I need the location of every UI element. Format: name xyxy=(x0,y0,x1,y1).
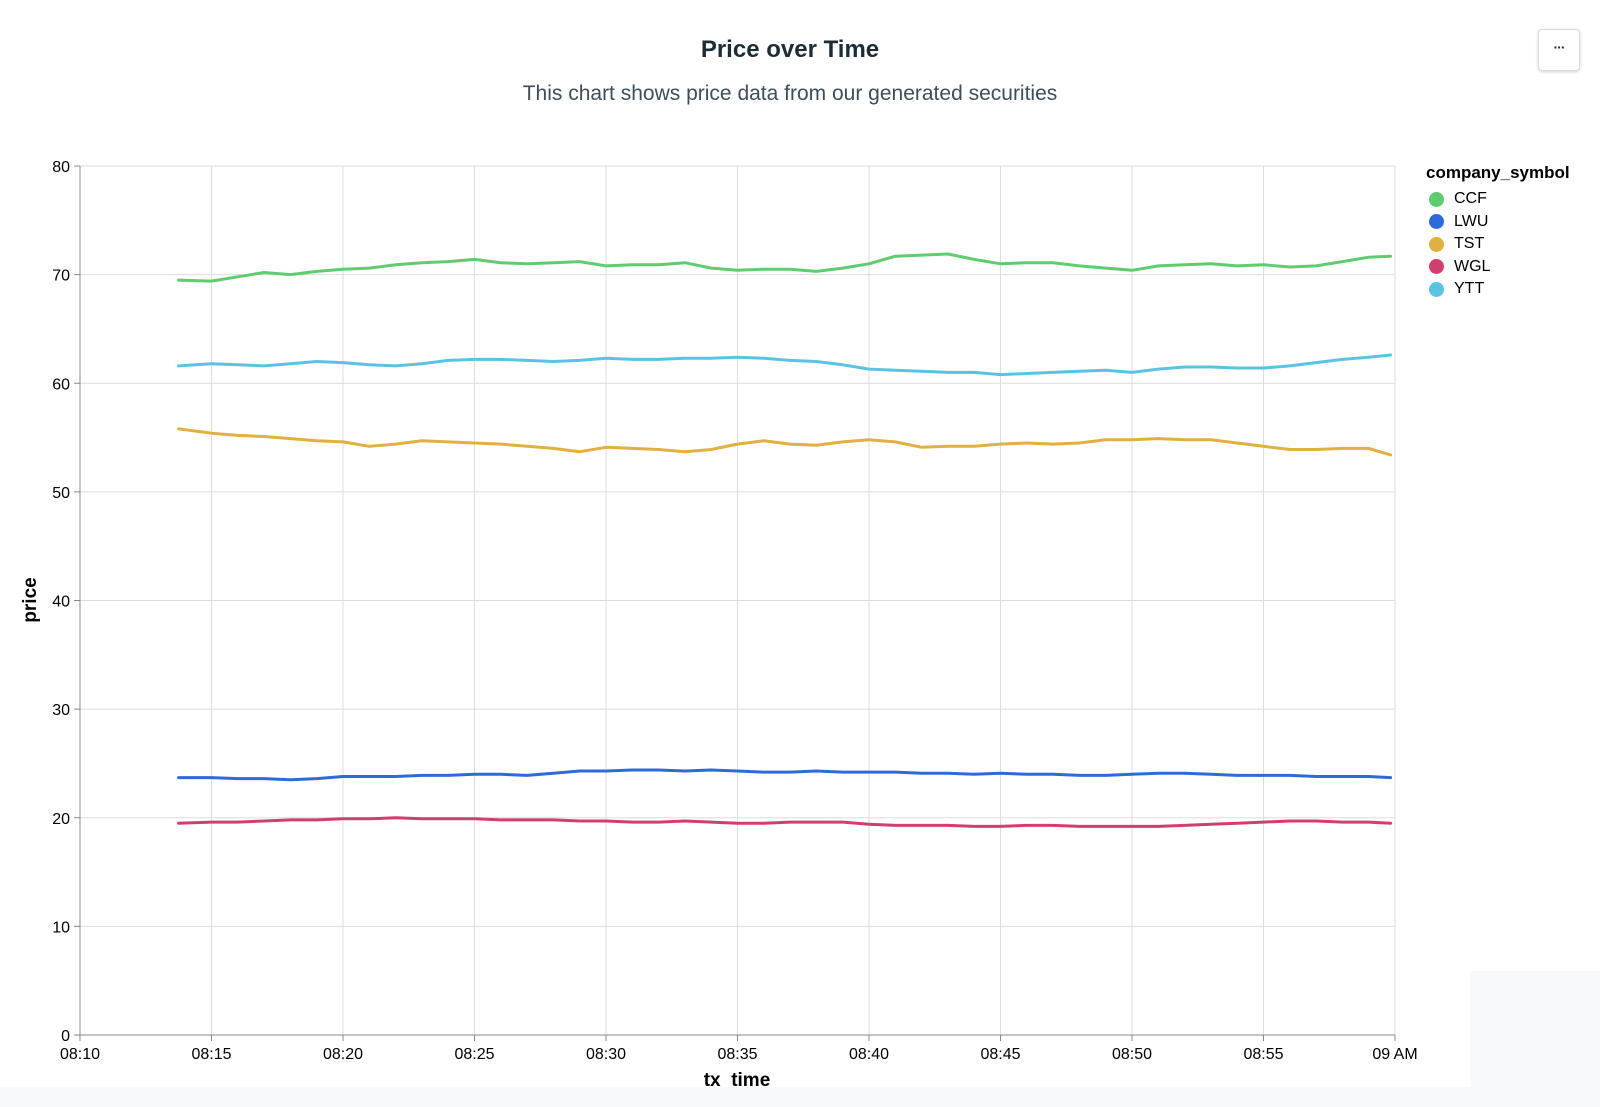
chart-series-lines xyxy=(177,252,1393,828)
y-tick-label: 50 xyxy=(52,485,70,502)
chart-title: Price over Time xyxy=(700,36,880,63)
chart-axes xyxy=(74,165,1396,1041)
legend-swatch xyxy=(1429,236,1444,252)
legend-items: CCF LWU TST WGL YTT xyxy=(1426,188,1570,301)
legend-label: YTT xyxy=(1454,280,1485,298)
legend-item-tst[interactable]: TST xyxy=(1426,233,1570,256)
series-line-ccf xyxy=(177,252,1393,283)
legend-item-wgl[interactable]: WGL xyxy=(1426,256,1570,279)
y-tick-label: 40 xyxy=(52,594,70,611)
legend-swatch xyxy=(1429,191,1444,207)
legend-item-ytt[interactable]: YTT xyxy=(1426,278,1570,301)
legend-label: WGL xyxy=(1454,257,1491,275)
legend-item-ccf[interactable]: CCF xyxy=(1426,188,1570,211)
legend-label: CCF xyxy=(1454,190,1487,208)
x-tick-label: 08:50 xyxy=(1112,1046,1152,1063)
x-tick-label: 08:35 xyxy=(717,1046,757,1063)
y-tick-label: 20 xyxy=(52,811,70,828)
series-line-lwu xyxy=(177,768,1393,782)
series-line-tst xyxy=(177,427,1393,457)
x-tick-label: 08:20 xyxy=(323,1046,363,1063)
x-tick-label: 08:25 xyxy=(454,1046,494,1063)
x-tick-label: 09 AM xyxy=(1372,1046,1417,1063)
x-tick-label: 08:55 xyxy=(1243,1046,1283,1063)
y-tick-label: 30 xyxy=(52,702,70,719)
x-axis-label: tx_time xyxy=(704,1070,771,1091)
legend: company_symbol CCF LWU TST WGL YTT xyxy=(1426,163,1570,301)
x-tick-label: 08:10 xyxy=(60,1046,100,1063)
series-line-wgl xyxy=(177,816,1393,828)
bottom-strip xyxy=(0,1087,1600,1107)
series-line-ytt xyxy=(177,353,1393,377)
y-tick-label: 70 xyxy=(52,268,70,285)
more-options-button[interactable]: ··· xyxy=(1538,29,1580,71)
legend-swatch xyxy=(1429,214,1444,230)
x-tick-label: 08:40 xyxy=(849,1046,889,1063)
legend-swatch xyxy=(1429,281,1444,297)
chart-grid xyxy=(79,165,1396,1036)
legend-item-lwu[interactable]: LWU xyxy=(1426,211,1570,234)
x-tick-label: 08:30 xyxy=(586,1046,626,1063)
legend-label: TST xyxy=(1454,235,1485,253)
x-tick-label: 08:15 xyxy=(191,1046,231,1063)
legend-swatch xyxy=(1429,259,1444,275)
y-axis-label: price xyxy=(20,577,41,622)
y-tick-label: 10 xyxy=(52,919,70,936)
legend-label: LWU xyxy=(1454,212,1489,230)
x-tick-label: 08:45 xyxy=(980,1046,1020,1063)
legend-title: company_symbol xyxy=(1426,163,1570,182)
y-tick-label: 80 xyxy=(52,159,70,176)
y-tick-label: 0 xyxy=(61,1028,70,1045)
corner-panel xyxy=(1470,971,1600,1107)
y-tick-label: 60 xyxy=(52,376,70,393)
chart-ticks: 0 10 20 30 40 50 60 70 80 08:10 08:15 08:20 08:25 08:… xyxy=(52,159,1417,1063)
chart-subtitle: This chart shows price data from our gen… xyxy=(522,82,1058,105)
